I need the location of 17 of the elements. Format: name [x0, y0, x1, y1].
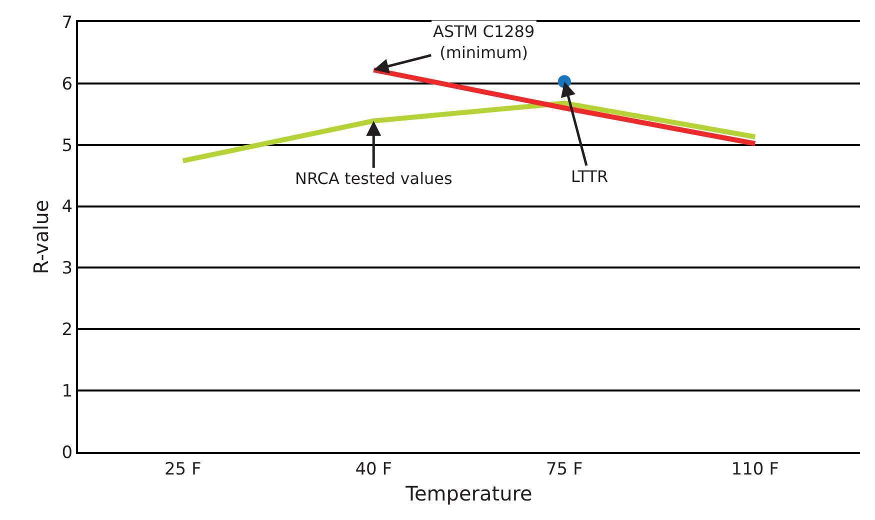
y-tick-label: 0 [62, 442, 73, 463]
x-tick-label: 75 F [546, 459, 583, 480]
annotation: NRCA tested values [295, 169, 452, 188]
y-tick-label: 7 [62, 12, 73, 33]
y-tick-label: 6 [62, 74, 73, 94]
annotation: ASTM C1289 (minimum) [433, 22, 535, 62]
y-tick-label: 1 [62, 382, 73, 402]
x-axis-title: Temperature [404, 481, 532, 506]
y-tick-label: 5 [62, 136, 73, 156]
y-axis-title: R-value [28, 200, 53, 274]
y-tick-label: 3 [62, 258, 73, 279]
x-tick-label: 25 F [164, 459, 202, 480]
y-tick-label: 4 [62, 197, 73, 218]
x-tick-label: 40 F [355, 459, 392, 480]
y-tick-label: 2 [62, 320, 73, 340]
annotation: LTTR [571, 167, 608, 186]
x-tick-label: 110 F [731, 459, 779, 480]
